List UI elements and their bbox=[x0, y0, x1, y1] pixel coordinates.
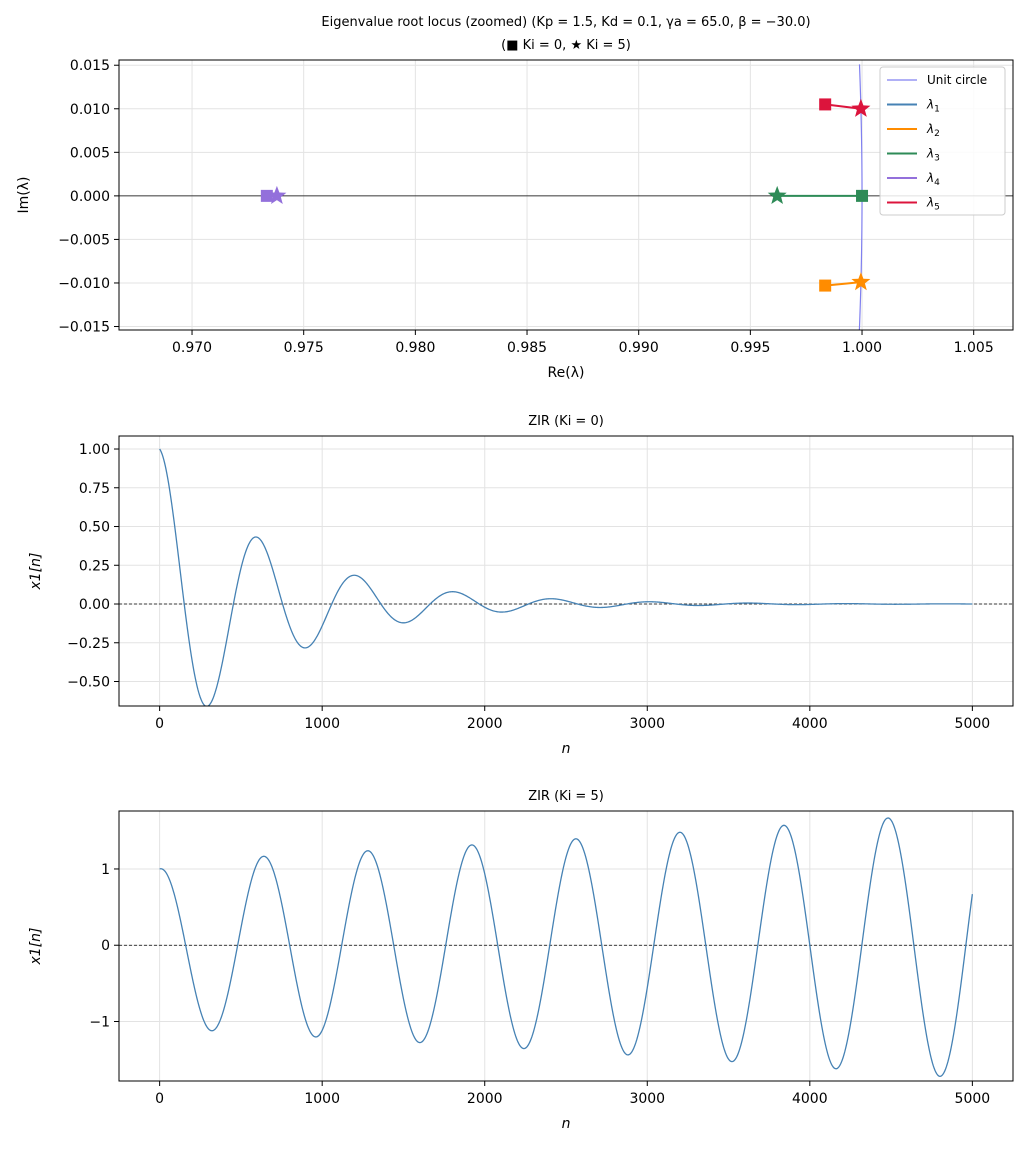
marker-ki0-4 bbox=[260, 189, 273, 202]
zir-line bbox=[159, 448, 973, 706]
x-axis-label: n bbox=[562, 1116, 571, 1132]
x-tick-label: 0 bbox=[155, 716, 164, 732]
chart-2: 0 1000 2000 3000 4000 5000 1.00 0.75 0.50 0.25 0.0… bbox=[28, 414, 1014, 757]
y-tick-label: 0.010 bbox=[70, 102, 110, 118]
x-tick-label: 3000 bbox=[629, 716, 665, 732]
y-tick-label: −0.50 bbox=[67, 675, 110, 691]
y-tick-label: −0.015 bbox=[58, 320, 110, 336]
y-axis-label: x1[n] bbox=[28, 553, 44, 591]
x-tick-label: 0.970 bbox=[172, 340, 212, 356]
x-tick-label: 5000 bbox=[955, 1091, 991, 1107]
plot-area bbox=[119, 448, 1013, 706]
y-tick-label: 0.00 bbox=[79, 597, 110, 613]
y-tick-label: 0.75 bbox=[79, 481, 110, 497]
x-tick-label: 0 bbox=[155, 1091, 164, 1107]
chart-title: ZIR (Ki = 0) bbox=[528, 414, 604, 429]
marker-ki5-4 bbox=[267, 185, 287, 204]
x-tick-label: 3000 bbox=[629, 1091, 665, 1107]
legend-box bbox=[879, 66, 1006, 216]
y-tick-label: 0.25 bbox=[79, 558, 110, 574]
marker-ki5-2 bbox=[851, 272, 871, 291]
marker-ki5-3 bbox=[767, 185, 787, 204]
chart-subtitle: (■ Ki = 0, ★ Ki = 5) bbox=[501, 38, 631, 53]
x-tick-label: 1.005 bbox=[954, 340, 994, 356]
chart-title: ZIR (Ki = 5) bbox=[528, 789, 604, 804]
x-tick-label: 5000 bbox=[955, 716, 991, 732]
x-tick-label: 0.985 bbox=[507, 340, 547, 356]
x-tick-label: 2000 bbox=[467, 1091, 503, 1107]
y-tick-label: 0 bbox=[101, 938, 110, 954]
y-tick-label: −1 bbox=[89, 1015, 110, 1031]
chart-3: 0 1000 2000 3000 4000 5000 1 0 −1 ZIR (Ki = 5) n x1… bbox=[28, 789, 1014, 1132]
x-tick-label: 4000 bbox=[792, 1091, 828, 1107]
x-tick-label: 1000 bbox=[304, 1091, 340, 1107]
x-tick-label: 1000 bbox=[304, 716, 340, 732]
x-tick-label: 2000 bbox=[467, 716, 503, 732]
y-tick-label: 0.015 bbox=[70, 58, 110, 74]
axes-frame bbox=[118, 810, 1014, 1082]
chart-title: Eigenvalue root locus (zoomed) (Kp = 1.5… bbox=[321, 15, 810, 30]
axes-frame bbox=[118, 435, 1014, 707]
marker-ki5-5 bbox=[851, 98, 871, 117]
y-axis-label: x1[n] bbox=[28, 928, 44, 966]
marker-ki0-2 bbox=[819, 279, 832, 292]
y-tick-label: 1 bbox=[101, 862, 110, 878]
x-tick-label: 0.975 bbox=[284, 340, 324, 356]
chart-1: 0.970 0.975 0.980 0.985 0.990 0.995 1.000 1.005… bbox=[16, 15, 1014, 381]
x-tick-label: 4000 bbox=[792, 716, 828, 732]
x-tick-label: 0.995 bbox=[730, 340, 770, 356]
axes-frame bbox=[118, 59, 1014, 331]
y-tick-label: −0.25 bbox=[67, 636, 110, 652]
x-axis-label: Re(λ) bbox=[548, 365, 585, 381]
y-tick-label: 0.005 bbox=[70, 145, 110, 161]
y-axis-label: Im(λ) bbox=[16, 177, 32, 214]
y-tick-label: 0.50 bbox=[79, 520, 110, 536]
x-tick-label: 1.000 bbox=[842, 340, 882, 356]
plot-area bbox=[119, 817, 1013, 1077]
y-tick-label: −0.010 bbox=[58, 276, 110, 292]
y-tick-label: −0.005 bbox=[58, 232, 110, 248]
marker-ki0-5 bbox=[819, 98, 832, 111]
y-tick-label: 0.000 bbox=[70, 189, 110, 205]
x-tick-label: 0.990 bbox=[619, 340, 659, 356]
plot-area bbox=[119, 64, 1013, 330]
marker-ki0-3 bbox=[856, 189, 869, 202]
y-tick-label: 1.00 bbox=[79, 442, 110, 458]
zir-line bbox=[159, 817, 974, 1077]
x-tick-label: 0.980 bbox=[395, 340, 435, 356]
x-axis-label: n bbox=[562, 741, 571, 757]
legend-label: Unit circle bbox=[927, 73, 987, 87]
